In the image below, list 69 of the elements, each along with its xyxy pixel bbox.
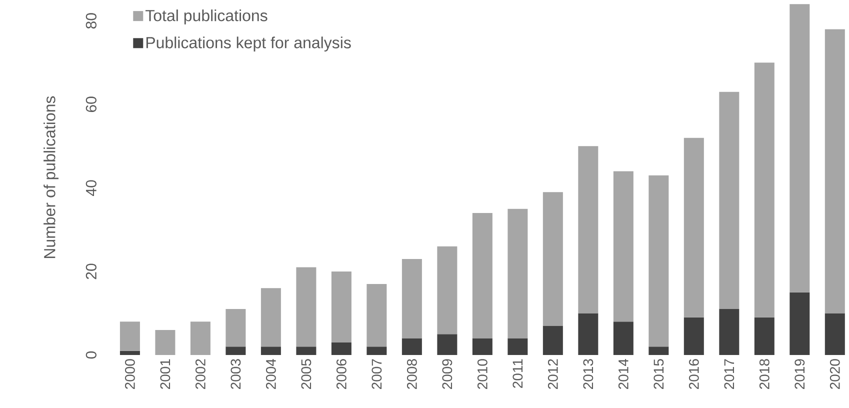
x-tick-label: 2019 xyxy=(794,359,805,389)
x-tick-label: 2000 xyxy=(125,359,135,389)
x-tick-label: 2005 xyxy=(301,359,312,389)
bar xyxy=(437,334,458,355)
bar xyxy=(296,346,316,355)
bar xyxy=(790,292,810,355)
x-tick-label: 2017 xyxy=(724,359,734,389)
legend-label: Publications kept for analysis xyxy=(146,36,351,52)
bar xyxy=(648,346,669,355)
bar xyxy=(684,138,704,318)
bar xyxy=(508,208,528,338)
bar xyxy=(331,342,352,355)
bar xyxy=(508,338,528,355)
x-tick-label: 2007 xyxy=(372,359,382,389)
bar xyxy=(684,317,704,355)
y-tick-label: 40 xyxy=(86,180,96,196)
bar xyxy=(402,338,422,355)
y-tick-label: 60 xyxy=(86,96,96,112)
bar xyxy=(719,92,740,310)
x-tick-label: 2020 xyxy=(830,359,840,389)
bar xyxy=(719,309,740,355)
bar xyxy=(226,309,246,347)
x-tick-label: 2011 xyxy=(512,359,523,388)
y-tick-label: 20 xyxy=(86,264,96,280)
bar xyxy=(790,4,810,292)
x-tick-label: 2012 xyxy=(548,359,558,389)
bar xyxy=(226,346,246,355)
bar xyxy=(402,258,422,338)
bar xyxy=(472,213,492,338)
bar xyxy=(366,284,387,347)
y-axis-title: Number of publications xyxy=(44,96,58,258)
bar xyxy=(542,326,563,355)
bar xyxy=(120,350,140,355)
x-tick-label: 2015 xyxy=(654,359,664,389)
bar xyxy=(260,288,281,347)
x-tick-label: 2002 xyxy=(195,359,206,389)
x-tick-label: 2001 xyxy=(160,359,170,389)
x-tick-label: 2014 xyxy=(618,358,628,389)
bar xyxy=(331,271,352,342)
y-tick-label: 0 xyxy=(86,351,96,359)
legend-label: Total publications xyxy=(145,10,268,24)
bar xyxy=(754,317,774,355)
bar xyxy=(824,29,845,314)
bar xyxy=(613,322,634,355)
x-tick-label: 2018 xyxy=(759,359,770,389)
bar xyxy=(578,146,598,314)
x-tick-label: 2008 xyxy=(406,359,417,389)
bar xyxy=(260,346,281,355)
x-tick-label: 2013 xyxy=(583,359,594,389)
x-tick-label: 2009 xyxy=(442,359,452,389)
bar xyxy=(366,346,387,355)
bar xyxy=(120,322,140,351)
bar xyxy=(437,246,458,334)
x-tick-label: 2010 xyxy=(477,359,488,389)
x-tick-label: 2006 xyxy=(336,359,346,389)
bar xyxy=(296,267,316,347)
x-tick-label: 2003 xyxy=(230,359,241,389)
y-tick-label: 80 xyxy=(86,13,96,29)
x-tick-label: 2004 xyxy=(266,358,276,389)
bar xyxy=(155,330,176,355)
bar xyxy=(542,192,563,326)
bar xyxy=(648,175,669,347)
bar xyxy=(824,313,845,355)
bar xyxy=(472,338,492,355)
bar xyxy=(190,322,210,355)
bar xyxy=(578,313,598,355)
bar xyxy=(754,62,774,318)
bar xyxy=(613,171,634,322)
x-tick-label: 2016 xyxy=(688,359,699,389)
